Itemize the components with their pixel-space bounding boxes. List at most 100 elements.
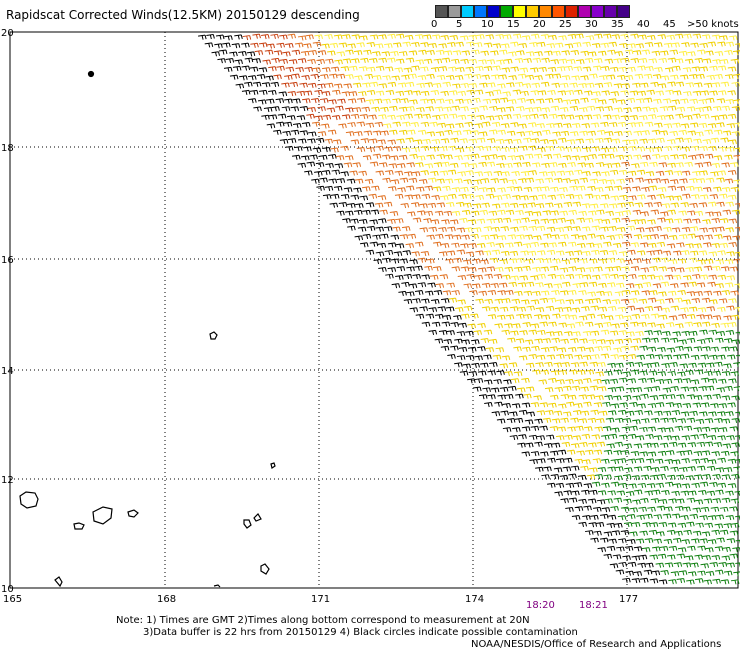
wind-barb bbox=[588, 522, 598, 528]
wind-barb bbox=[549, 218, 558, 224]
wind-barb bbox=[606, 282, 616, 288]
wind-barb bbox=[382, 123, 392, 129]
wind-barb bbox=[532, 211, 542, 217]
wind-barb bbox=[635, 307, 645, 313]
wind-barb bbox=[375, 226, 384, 232]
wind-barb bbox=[718, 378, 727, 384]
wind-barb bbox=[548, 321, 557, 327]
wind-barb bbox=[619, 354, 628, 360]
wind-barb bbox=[587, 130, 596, 136]
wind-barb bbox=[522, 346, 531, 352]
wind-barb bbox=[525, 258, 534, 264]
wind-barb bbox=[420, 42, 429, 48]
wind-barb bbox=[640, 498, 649, 504]
wind-barb bbox=[689, 98, 699, 104]
wind-barb bbox=[550, 59, 560, 65]
wind-barb bbox=[568, 266, 577, 272]
wind-barb bbox=[572, 435, 582, 441]
wind-barb bbox=[615, 466, 624, 472]
wind-barb bbox=[379, 209, 388, 215]
wind-barb bbox=[231, 43, 241, 49]
wind-barb bbox=[559, 82, 569, 88]
wind-barb bbox=[497, 209, 506, 215]
wind-barb bbox=[336, 73, 346, 79]
wind-barb bbox=[381, 154, 391, 160]
wind-barb bbox=[551, 290, 560, 296]
wind-barb bbox=[622, 555, 631, 561]
wind-barb bbox=[524, 339, 534, 345]
wind-barb bbox=[384, 249, 394, 256]
wind-barb bbox=[457, 299, 466, 305]
wind-barb bbox=[469, 290, 478, 296]
wind-barb bbox=[516, 106, 525, 112]
wind-barb bbox=[518, 203, 528, 209]
wind-barb bbox=[714, 361, 723, 367]
wind-barb bbox=[485, 91, 494, 97]
wind-barb bbox=[498, 74, 507, 80]
wind-barb bbox=[563, 146, 573, 152]
wind-barb bbox=[590, 330, 600, 336]
wind-barb bbox=[321, 123, 330, 129]
wind-barb bbox=[248, 98, 257, 104]
wind-barb bbox=[287, 138, 297, 144]
wind-barb bbox=[279, 34, 288, 40]
wind-barb bbox=[551, 234, 560, 240]
wind-barb bbox=[556, 353, 565, 360]
wind-barb bbox=[211, 51, 221, 57]
wind-barb bbox=[570, 465, 580, 471]
wind-barb bbox=[657, 371, 667, 377]
wind-barb bbox=[566, 58, 576, 65]
wind-barb bbox=[398, 290, 407, 297]
wind-barb bbox=[651, 129, 661, 135]
wind-barb bbox=[578, 82, 587, 89]
wind-barb bbox=[601, 273, 611, 279]
wind-barb bbox=[568, 346, 577, 353]
wind-barb bbox=[627, 122, 636, 128]
lon-label: 177 bbox=[619, 594, 638, 605]
wind-barb bbox=[716, 537, 725, 543]
wind-barb bbox=[520, 90, 529, 96]
time-label: 18:21 bbox=[579, 600, 608, 611]
wind-barb bbox=[532, 369, 541, 375]
wind-barb bbox=[599, 513, 609, 519]
wind-barb bbox=[580, 155, 590, 161]
wind-barb bbox=[596, 209, 605, 215]
wind-barb bbox=[577, 162, 586, 168]
wind-barb bbox=[664, 481, 674, 487]
wind-barb bbox=[630, 345, 639, 351]
wind-barb bbox=[561, 75, 571, 81]
wind-barb bbox=[390, 179, 400, 185]
wind-barb bbox=[671, 490, 680, 496]
wind-barb bbox=[564, 43, 574, 49]
wind-barb bbox=[502, 274, 511, 280]
wind-barb bbox=[472, 258, 481, 264]
wind-barb bbox=[689, 122, 699, 128]
wind-barb bbox=[285, 66, 295, 72]
wind-barb bbox=[626, 225, 636, 231]
wind-barb bbox=[713, 290, 722, 296]
wind-barb bbox=[617, 121, 627, 128]
wind-barb bbox=[399, 177, 409, 183]
wind-barb bbox=[716, 226, 725, 232]
wind-barb bbox=[579, 258, 588, 264]
wind-barb bbox=[698, 122, 708, 128]
wind-barb bbox=[635, 177, 644, 183]
wind-barb bbox=[332, 115, 341, 121]
wind-barb bbox=[671, 435, 680, 441]
wind-barb bbox=[613, 497, 623, 503]
wind-barb bbox=[662, 98, 672, 104]
wind-barb bbox=[603, 82, 613, 88]
wind-barb bbox=[682, 378, 692, 384]
wind-barb bbox=[702, 219, 711, 225]
wind-barb bbox=[422, 113, 431, 119]
wind-barb bbox=[709, 561, 719, 568]
wind-barb bbox=[658, 314, 668, 320]
wind-barb bbox=[664, 506, 673, 512]
wind-barb bbox=[530, 425, 540, 431]
wind-barb bbox=[704, 370, 713, 376]
wind-barb bbox=[681, 170, 691, 176]
wind-barb bbox=[708, 274, 718, 280]
wind-barb bbox=[497, 394, 506, 400]
wind-barb bbox=[627, 539, 636, 545]
wind-barb bbox=[468, 371, 478, 377]
